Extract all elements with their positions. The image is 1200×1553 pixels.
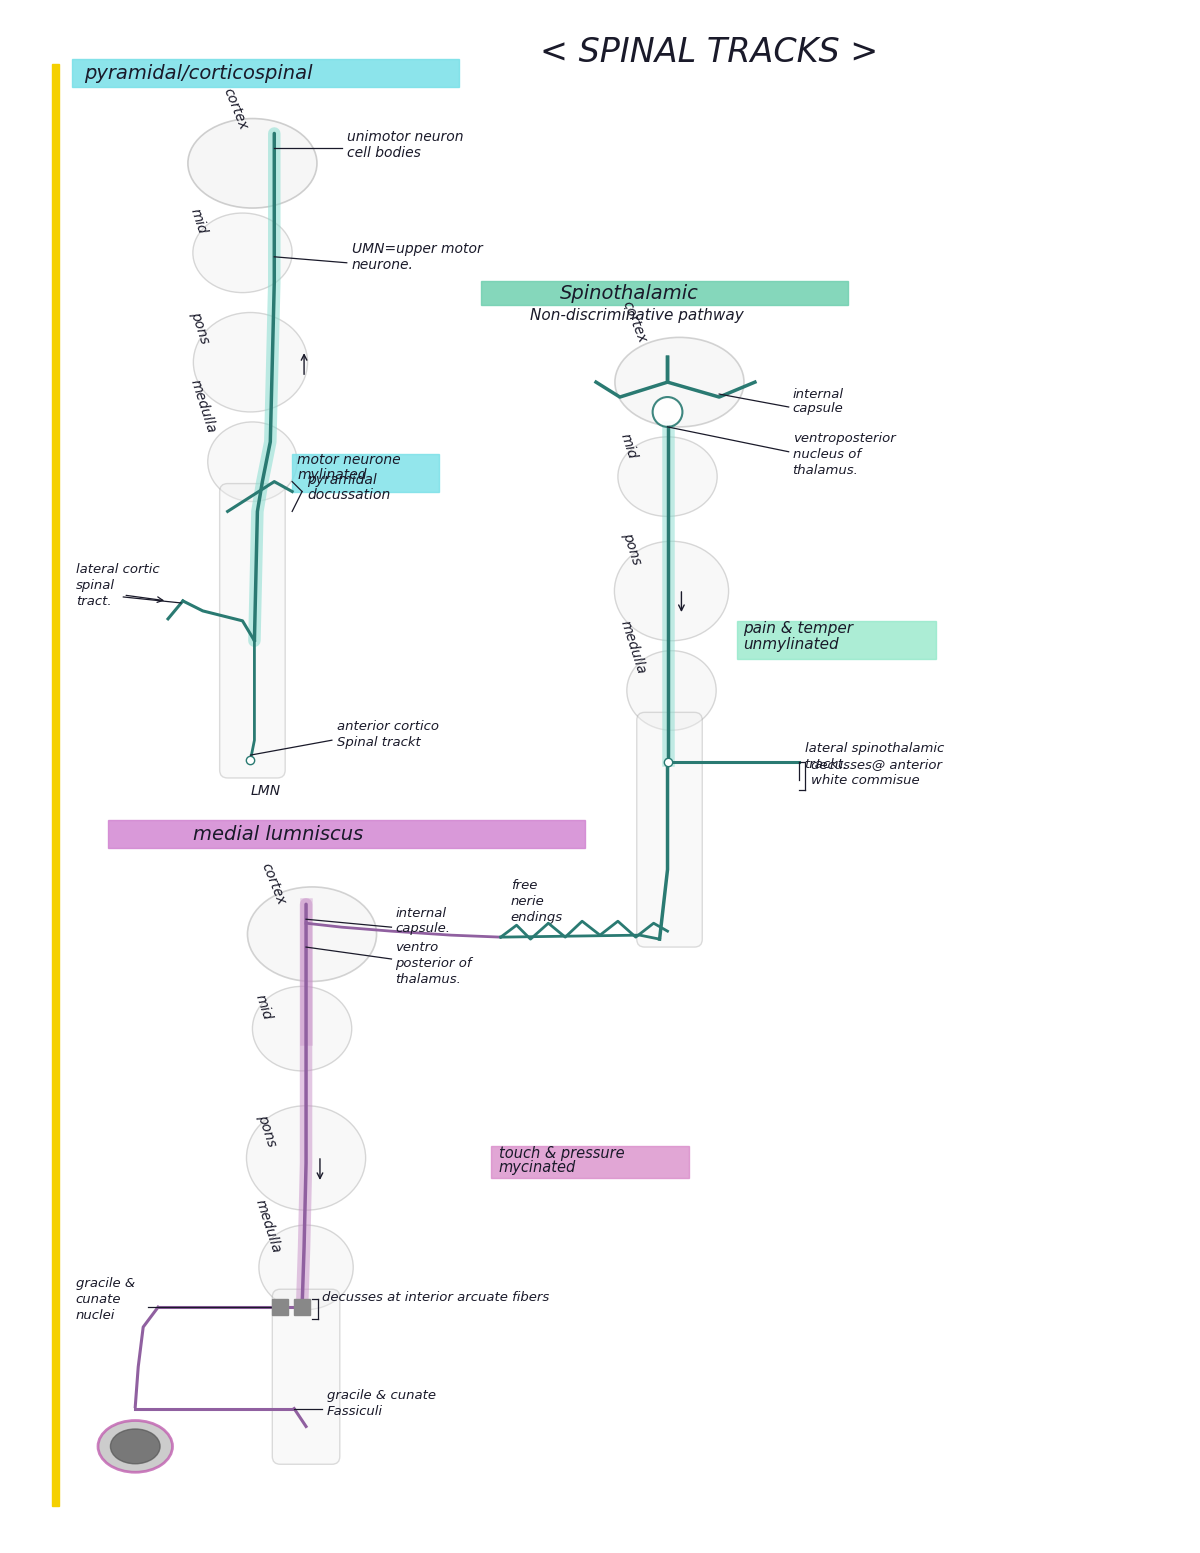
Text: internal: internal <box>396 907 446 921</box>
Text: capsule.: capsule. <box>396 922 450 935</box>
Ellipse shape <box>252 986 352 1072</box>
Text: trackt.: trackt. <box>804 758 848 770</box>
Bar <box>108 820 586 848</box>
Text: medial lumniscus: medial lumniscus <box>193 825 364 843</box>
Text: < SPINAL TRACKS >: < SPINAL TRACKS > <box>540 36 878 68</box>
Text: Spinal trackt: Spinal trackt <box>337 736 420 749</box>
Text: endings: endings <box>511 912 563 924</box>
Text: pain & temper: pain & temper <box>743 621 853 635</box>
Text: pons: pons <box>188 309 211 345</box>
Ellipse shape <box>193 213 292 292</box>
Text: ventroposterior: ventroposterior <box>793 432 895 444</box>
Text: UMN=upper motor: UMN=upper motor <box>352 242 482 256</box>
Text: free: free <box>511 879 538 893</box>
Text: Fassiculi: Fassiculi <box>326 1404 383 1418</box>
Ellipse shape <box>208 422 298 502</box>
FancyBboxPatch shape <box>272 1289 340 1464</box>
Text: docussation: docussation <box>307 489 390 503</box>
Text: touch & pressure: touch & pressure <box>499 1146 624 1162</box>
Text: cortex: cortex <box>620 300 649 345</box>
Text: LMN: LMN <box>251 784 281 798</box>
Text: gracile &: gracile & <box>76 1277 134 1291</box>
Text: mylinated: mylinated <box>298 467 367 481</box>
Ellipse shape <box>246 1106 366 1210</box>
Text: cortex: cortex <box>258 862 288 907</box>
Text: decusses at interior arcuate fibers: decusses at interior arcuate fibers <box>322 1291 550 1305</box>
Text: Non-discriminative pathway: Non-discriminative pathway <box>530 309 744 323</box>
FancyBboxPatch shape <box>637 713 702 947</box>
Text: white commisue: white commisue <box>810 773 919 787</box>
Text: pyramidal/corticospinal: pyramidal/corticospinal <box>84 64 312 82</box>
Text: posterior of: posterior of <box>396 957 472 971</box>
Text: internal: internal <box>793 388 844 401</box>
Ellipse shape <box>614 542 728 641</box>
Text: cell bodies: cell bodies <box>347 146 421 160</box>
Text: tract.: tract. <box>76 595 112 607</box>
Bar <box>491 1146 689 1177</box>
Text: spinal: spinal <box>76 579 115 592</box>
Ellipse shape <box>193 312 307 412</box>
Text: nuclei: nuclei <box>76 1309 115 1322</box>
Text: medulla: medulla <box>252 1197 283 1255</box>
Text: capsule: capsule <box>793 402 844 415</box>
Text: pons: pons <box>256 1114 278 1149</box>
Text: pons: pons <box>620 530 643 567</box>
Text: mycinated: mycinated <box>499 1160 576 1176</box>
Text: cunate: cunate <box>76 1294 121 1306</box>
Text: thalamus.: thalamus. <box>793 464 858 477</box>
Text: nucleus of: nucleus of <box>793 447 860 461</box>
Bar <box>272 1300 288 1315</box>
Text: decusses@ anterior: decusses@ anterior <box>810 758 942 770</box>
Ellipse shape <box>259 1225 353 1309</box>
Ellipse shape <box>614 337 744 427</box>
Ellipse shape <box>626 651 716 730</box>
Text: cortex: cortex <box>221 87 250 132</box>
Text: ventro: ventro <box>396 941 439 954</box>
Ellipse shape <box>110 1429 160 1464</box>
Text: medulla: medulla <box>618 618 648 676</box>
Text: mid: mid <box>188 207 209 236</box>
FancyBboxPatch shape <box>220 483 286 778</box>
Text: neurone.: neurone. <box>352 258 414 272</box>
Text: mid: mid <box>618 432 640 461</box>
Text: nerie: nerie <box>511 896 545 909</box>
Text: pyramidal: pyramidal <box>307 472 377 486</box>
Bar <box>294 1300 310 1315</box>
Bar <box>737 621 936 658</box>
Text: unimotor neuron: unimotor neuron <box>347 130 463 144</box>
Text: lateral cortic: lateral cortic <box>76 564 160 576</box>
Bar <box>481 281 848 304</box>
Text: motor neurone: motor neurone <box>298 452 401 467</box>
Ellipse shape <box>247 887 377 981</box>
Text: gracile & cunate: gracile & cunate <box>326 1388 436 1402</box>
Ellipse shape <box>653 398 683 427</box>
Bar <box>292 453 439 492</box>
Ellipse shape <box>188 118 317 208</box>
Text: medulla: medulla <box>188 377 218 435</box>
Ellipse shape <box>618 436 718 517</box>
Text: anterior cortico: anterior cortico <box>337 721 439 733</box>
Ellipse shape <box>98 1421 173 1472</box>
Text: mid: mid <box>252 992 274 1022</box>
Text: thalamus.: thalamus. <box>396 972 461 986</box>
Text: Spinothalamic: Spinothalamic <box>560 284 700 303</box>
Bar <box>52 64 59 1506</box>
Bar <box>72 59 458 87</box>
Text: lateral spinothalamic: lateral spinothalamic <box>804 742 944 755</box>
Text: unmylinated: unmylinated <box>743 637 839 652</box>
